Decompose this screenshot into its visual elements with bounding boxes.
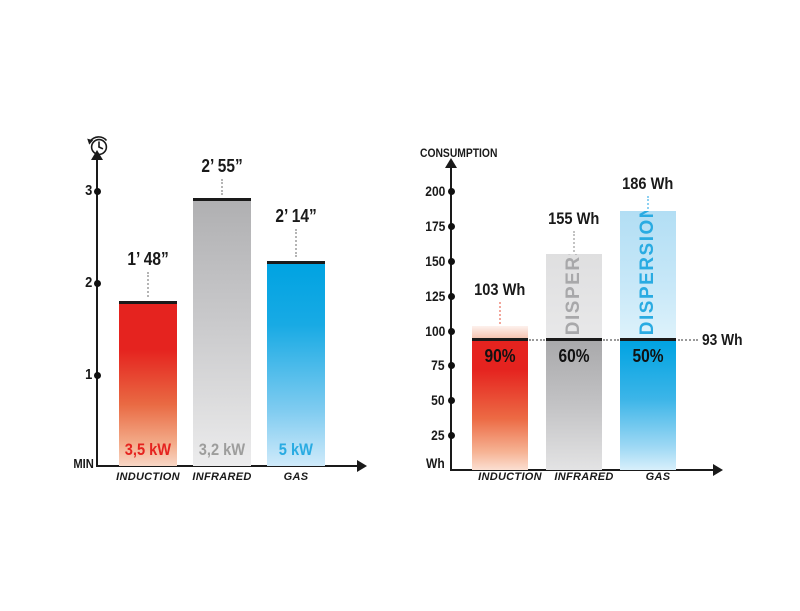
leader-line: [221, 179, 223, 195]
tick-dot: [448, 188, 455, 195]
chart-title: CONSUMPTION: [420, 146, 498, 160]
efficiency-label-induction: 90%: [484, 346, 516, 366]
leader-line: [647, 196, 649, 209]
tick-dot: [448, 397, 455, 404]
y-axis-arrow-icon: [91, 150, 103, 160]
useful-energy-line: [472, 338, 528, 341]
y-tick-label: 25: [431, 427, 445, 443]
consumption-value-infrared: 155 Wh: [548, 209, 600, 228]
dispersion-area-gas: DISPERSION: [620, 211, 676, 338]
useful-energy-line: [620, 338, 676, 341]
efficiency-label-infrared: 60%: [558, 346, 590, 366]
y-tick-label: 175: [424, 218, 445, 234]
y-tick-label: 50: [431, 392, 445, 408]
y-axis-unit: MIN: [73, 456, 94, 471]
consumption-value-gas: 186 Wh: [622, 174, 674, 193]
tick-dot: [94, 372, 101, 379]
consumption-value-induction: 103 Wh: [474, 280, 526, 299]
tick-dot: [448, 362, 455, 369]
efficiency-label-gas: 50%: [632, 346, 664, 366]
consumption-bar-gas: 50%: [620, 341, 676, 470]
x-label-induction: INDUCTION: [478, 471, 542, 483]
tick-dot: [94, 280, 101, 287]
time-bar-infrared: 3,2 kW: [193, 198, 251, 466]
y-tick-label: 1: [84, 366, 92, 383]
y-axis-unit: Wh: [426, 455, 445, 471]
y-axis: [96, 159, 98, 466]
y-axis-arrow-icon: [445, 158, 457, 168]
tick-dot: [448, 432, 455, 439]
x-axis: [450, 469, 714, 471]
x-axis-arrow-icon: [713, 464, 723, 476]
dispersion-area-infrared: DISPERSION: [546, 254, 602, 338]
dispersion-area-induction: [472, 326, 528, 338]
y-tick-label: 75: [431, 357, 445, 373]
tick-dot: [448, 258, 455, 265]
power-label-gas: 5 kW: [278, 440, 314, 459]
y-tick-label: 200: [424, 183, 445, 199]
time-bar-gas: 5 kW: [267, 261, 325, 466]
x-label-induction: INDUCTION: [116, 471, 180, 483]
tick-dot: [448, 328, 455, 335]
time-value-gas: 2’ 14”: [275, 206, 317, 226]
y-tick-label: 100: [424, 323, 445, 339]
power-label-infrared: 3,2 kW: [198, 440, 246, 459]
consumption-bar-induction: 90%: [472, 341, 528, 470]
y-axis: [450, 167, 452, 470]
consumption-bar-infrared: 60%: [546, 341, 602, 470]
dispersion-label-gas: DISPERSION: [637, 211, 658, 335]
y-tick-label: 3: [84, 182, 92, 199]
x-label-infrared: INFRARED: [192, 471, 252, 483]
tick-dot: [448, 293, 455, 300]
tick-dot: [448, 223, 455, 230]
x-label-gas: GAS: [645, 471, 671, 483]
x-label-gas: GAS: [283, 471, 309, 483]
leader-line: [573, 231, 575, 252]
leader-line: [147, 272, 149, 297]
time-value-induction: 1’ 48”: [127, 249, 169, 269]
x-axis: [96, 465, 358, 467]
time-bar-induction: 3,5 kW: [119, 301, 177, 466]
y-tick-label: 2: [84, 274, 92, 291]
tick-dot: [94, 188, 101, 195]
reference-value-label: 93 Wh: [702, 332, 743, 349]
leader-line: [295, 229, 297, 257]
x-label-infrared: INFRARED: [554, 471, 614, 483]
leader-line: [499, 302, 501, 324]
y-tick-label: 125: [424, 288, 445, 304]
y-tick-label: 150: [424, 253, 445, 269]
reference-dotted-line: [678, 339, 698, 341]
reference-dotted-line: [603, 339, 619, 341]
dispersion-label-infrared: DISPERSION: [563, 254, 584, 335]
useful-energy-line: [546, 338, 602, 341]
power-label-induction: 3,5 kW: [124, 440, 172, 459]
x-axis-arrow-icon: [357, 460, 367, 472]
time-value-infrared: 2’ 55”: [201, 156, 243, 176]
reference-dotted-line: [529, 339, 545, 341]
